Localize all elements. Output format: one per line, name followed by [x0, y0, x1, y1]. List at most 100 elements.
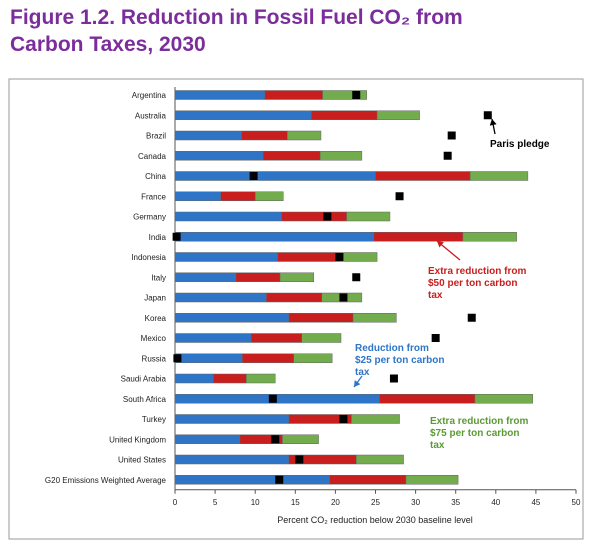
bar-segment-1 [174, 151, 264, 161]
bar-segment-1 [174, 292, 267, 303]
pledge-marker [339, 415, 348, 423]
category-label: Korea [145, 314, 167, 323]
bar-segment-1 [174, 90, 266, 100]
bar-segment-1 [174, 475, 331, 485]
x-tick-label: 20 [331, 498, 340, 507]
annotation-text: Extra reduction from [428, 266, 526, 277]
bar-segment-1 [174, 171, 376, 181]
category-label: South Africa [123, 395, 167, 404]
bar-segment-2 [266, 292, 323, 303]
bar-segment-3 [287, 130, 322, 141]
bar-segment-3 [301, 333, 342, 343]
category-label: Australia [135, 111, 167, 120]
figure-title: Figure 1.2. Reduction in Fossil Fuel CO₂… [10, 4, 585, 58]
category-label: United States [118, 456, 166, 465]
bar-segment-3 [405, 475, 459, 485]
bar-segment-2 [373, 232, 464, 242]
pledge-marker [352, 273, 361, 282]
annotation-text: Extra reduction from [430, 416, 528, 427]
bar-segment-2 [281, 211, 347, 222]
pledge-marker [173, 354, 182, 363]
annotation-text: Paris pledge [490, 139, 550, 150]
annotation-arrowhead [437, 241, 444, 248]
x-tick-label: 5 [213, 498, 218, 507]
bar-segment-3 [246, 373, 276, 384]
category-label: Turkey [142, 415, 166, 424]
pledge-marker [249, 172, 258, 180]
category-label: United Kingdom [109, 435, 166, 444]
pledge-marker [295, 455, 304, 464]
category-label: G20 Emissions Weighted Average [45, 476, 167, 485]
bar-segment-1 [174, 130, 242, 141]
pledge-marker [323, 212, 332, 221]
bar-segment-1 [174, 211, 282, 222]
pledge-marker [395, 192, 404, 201]
bar-segment-1 [174, 414, 290, 424]
annotation-text: Reduction from [355, 343, 429, 354]
category-label: Brazil [146, 132, 166, 141]
bar-segment-2 [262, 151, 321, 161]
category-label: Indonesia [131, 253, 166, 262]
bar-segment-3 [469, 171, 529, 181]
bar-segment-3 [282, 434, 319, 444]
bar-segment-3 [352, 313, 397, 323]
category-labels: Argentina Australia Brazil Canada China Franc… [45, 91, 167, 485]
bar-area [172, 90, 533, 485]
pledge-marker [271, 435, 280, 444]
x-tick-label: 45 [531, 498, 540, 507]
pledge-marker [389, 374, 398, 383]
bar-segment-1 [174, 252, 278, 262]
category-label: Mexico [141, 334, 167, 343]
bar-segment-2 [375, 171, 471, 181]
category-label: Germany [133, 213, 166, 222]
annotation-text: $25 per ton carbon [355, 355, 444, 366]
annotation-text: tax [430, 440, 445, 451]
bar-segment-1 [174, 434, 241, 444]
pledge-marker [335, 253, 344, 261]
bar-segment-1 [174, 313, 290, 323]
category-label: Russia [142, 354, 167, 363]
category-label: France [141, 192, 166, 201]
bar-segment-3 [346, 211, 391, 222]
bar-segment-3 [293, 353, 333, 363]
x-axis-label: Percent CO₂ reduction below 2030 baselin… [277, 515, 473, 525]
bar-segment-2 [242, 353, 294, 363]
pledge-marker [483, 111, 492, 120]
bar-segment-3 [462, 232, 517, 242]
bar-segment-1 [174, 191, 221, 201]
bar-segment-1 [174, 394, 380, 404]
bar-segment-1 [174, 333, 252, 343]
annotation-text: $50 per ton carbon [428, 278, 517, 289]
bar-segment-1 [174, 110, 312, 120]
bar-segment-3 [322, 90, 367, 100]
annotation-text: tax [355, 367, 370, 378]
pledge-marker [268, 394, 277, 403]
chart-frame [8, 78, 584, 540]
bar-segment-2 [235, 272, 281, 282]
bar-segment-3 [474, 394, 533, 404]
x-tick-label: 0 [173, 498, 178, 507]
annotation-arrowhead [489, 119, 497, 126]
pledge-marker [431, 334, 440, 342]
bar-segment-2 [379, 394, 476, 404]
bar-segment-1 [174, 353, 243, 363]
category-label: Argentina [132, 91, 167, 100]
x-tick-label: 35 [451, 498, 460, 507]
bar-segment-2 [264, 90, 323, 100]
pledge-marker [352, 91, 361, 99]
figure-title-line-2: Carbon Taxes, 2030 [10, 33, 206, 56]
bar-segment-3 [319, 151, 363, 161]
bar-segment-2 [277, 252, 340, 262]
bar-segment-1 [174, 272, 237, 282]
category-label: India [149, 233, 167, 242]
bar-segment-2 [220, 191, 256, 201]
pledge-marker [443, 151, 452, 160]
bar-segment-3 [376, 110, 420, 120]
bar-segment-2 [329, 475, 407, 485]
category-label: China [145, 172, 166, 181]
category-label: Canada [138, 152, 167, 161]
x-tick-label: 15 [291, 498, 300, 507]
bar-segment-3 [279, 272, 314, 282]
x-tick-label: 25 [371, 498, 380, 507]
